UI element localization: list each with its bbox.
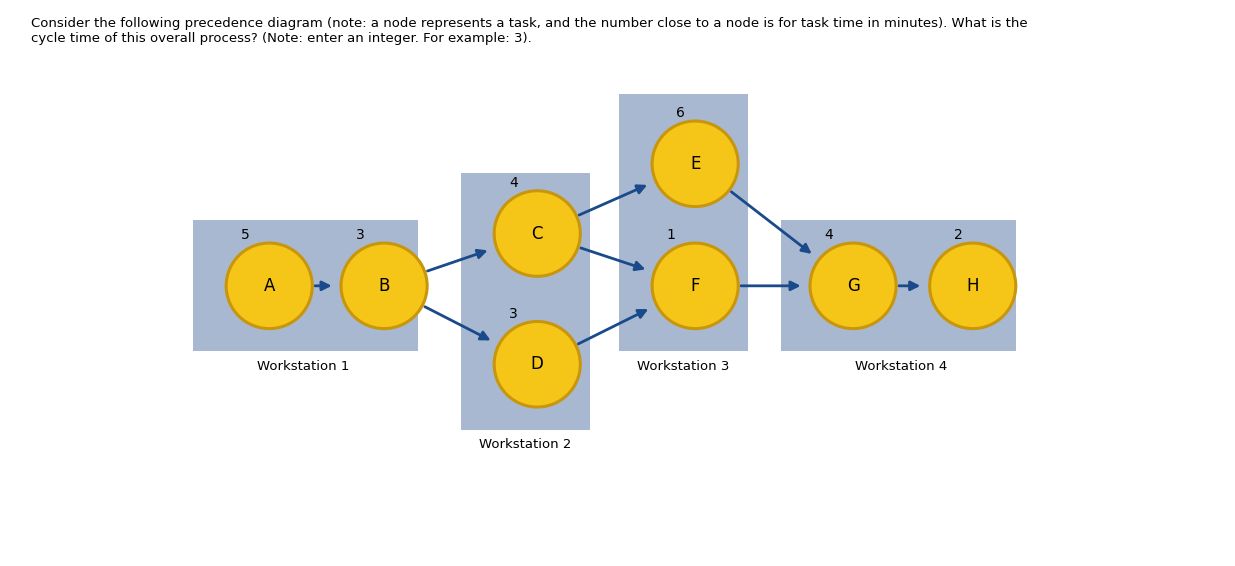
Text: Workstation 4: Workstation 4: [855, 360, 947, 373]
Text: 4: 4: [509, 176, 517, 190]
Text: 1: 1: [667, 228, 676, 242]
Text: Workstation 3: Workstation 3: [636, 360, 729, 373]
Text: E: E: [690, 155, 700, 173]
Ellipse shape: [494, 191, 580, 276]
Text: C: C: [531, 225, 543, 243]
Text: 4: 4: [825, 228, 834, 242]
Ellipse shape: [652, 243, 739, 329]
FancyBboxPatch shape: [619, 94, 748, 351]
Text: A: A: [263, 277, 275, 295]
Text: 2: 2: [953, 228, 963, 242]
Text: D: D: [531, 355, 543, 374]
FancyBboxPatch shape: [193, 221, 417, 351]
Text: Workstation 1: Workstation 1: [257, 360, 350, 373]
Text: Consider the following precedence diagram (note: a node represents a task, and t: Consider the following precedence diagra…: [31, 17, 1028, 45]
Text: H: H: [967, 277, 979, 295]
FancyBboxPatch shape: [461, 173, 590, 430]
Ellipse shape: [494, 321, 580, 407]
Ellipse shape: [652, 121, 739, 207]
Text: 3: 3: [509, 307, 517, 321]
Text: 5: 5: [241, 228, 249, 242]
FancyBboxPatch shape: [782, 221, 1015, 351]
Ellipse shape: [810, 243, 897, 329]
Ellipse shape: [226, 243, 312, 329]
Text: F: F: [690, 277, 700, 295]
Ellipse shape: [930, 243, 1015, 329]
Text: B: B: [378, 277, 390, 295]
Ellipse shape: [341, 243, 427, 329]
Text: 3: 3: [356, 228, 364, 242]
Text: Workstation 2: Workstation 2: [479, 439, 571, 451]
Text: G: G: [847, 277, 860, 295]
Text: 6: 6: [677, 106, 685, 120]
